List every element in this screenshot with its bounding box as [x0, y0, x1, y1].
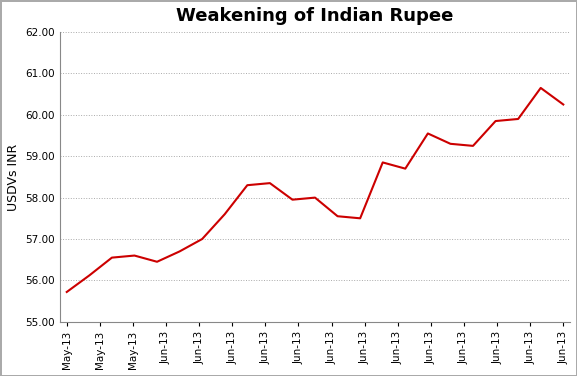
Y-axis label: USDVs INR: USDVs INR: [7, 143, 20, 211]
Title: Weakening of Indian Rupee: Weakening of Indian Rupee: [177, 7, 454, 25]
